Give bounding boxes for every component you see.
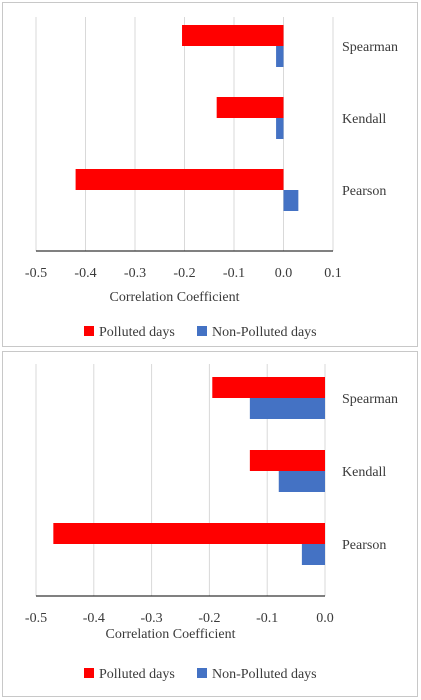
category-label-spearman: Spearman bbox=[342, 40, 398, 55]
category-label-kendall: Kendall bbox=[342, 112, 386, 127]
x-tick-label: 0.0 bbox=[275, 266, 293, 281]
x-tick-label: 0.1 bbox=[324, 266, 342, 281]
x-tick-label: -0.2 bbox=[198, 611, 220, 626]
bottom-chart-panel: -0.5 -0.4 -0.3 -0.2 -0.1 0.0 Pearson Kendall Sp… bbox=[2, 351, 418, 697]
category-label-pearson: Pearson bbox=[342, 184, 386, 199]
x-tick-label: -0.2 bbox=[173, 266, 195, 281]
bar-polluted-kendall bbox=[249, 450, 325, 471]
bar-non-polluted-spearman bbox=[249, 398, 325, 419]
top-chart-panel: -0.5 -0.4 -0.3 -0.2 -0.1 0.0 0.1 Pearson Kendal… bbox=[2, 2, 418, 347]
bar-non-polluted-kendall bbox=[278, 471, 325, 492]
bar-non-polluted-spearman bbox=[276, 46, 284, 67]
legend: Polluted days Non-Polluted days bbox=[84, 667, 317, 682]
bar-non-polluted-pearson bbox=[283, 190, 299, 211]
x-tick-label: -0.4 bbox=[83, 611, 105, 626]
legend-label-non-polluted: Non-Polluted days bbox=[212, 325, 317, 340]
legend-swatch-non-polluted bbox=[197, 326, 207, 336]
x-tick-label: -0.5 bbox=[25, 611, 47, 626]
bottom-chart: -0.5 -0.4 -0.3 -0.2 -0.1 0.0 Pearson Kendall Sp… bbox=[25, 364, 398, 682]
x-tick-label: -0.4 bbox=[74, 266, 96, 281]
bar-non-polluted-pearson bbox=[301, 544, 325, 565]
legend-label-non-polluted: Non-Polluted days bbox=[212, 667, 317, 682]
top-chart: -0.5 -0.4 -0.3 -0.2 -0.1 0.0 0.1 Pearson Kendal… bbox=[25, 17, 398, 340]
bar-polluted-spearman bbox=[212, 377, 325, 398]
x-tick-label: -0.5 bbox=[25, 266, 47, 281]
bar-polluted-pearson bbox=[75, 169, 284, 190]
category-label-kendall: Kendall bbox=[342, 465, 386, 480]
x-tick-label: 0.0 bbox=[316, 611, 334, 626]
legend-label-polluted: Polluted days bbox=[99, 325, 175, 340]
bar-polluted-pearson bbox=[53, 523, 326, 544]
legend-label-polluted: Polluted days bbox=[99, 667, 175, 682]
legend-swatch-non-polluted bbox=[197, 668, 207, 678]
category-label-pearson: Pearson bbox=[342, 538, 386, 553]
x-axis-title: Correlation Coefficient bbox=[106, 627, 236, 642]
x-tick-label: -0.1 bbox=[223, 266, 245, 281]
bar-polluted-spearman bbox=[182, 25, 284, 46]
bar-polluted-kendall bbox=[216, 97, 284, 118]
legend-swatch-polluted bbox=[84, 668, 94, 678]
x-tick-label: -0.3 bbox=[141, 611, 163, 626]
legend-swatch-polluted bbox=[84, 326, 94, 336]
bar-non-polluted-kendall bbox=[276, 118, 284, 139]
x-tick-label: -0.1 bbox=[256, 611, 278, 626]
legend: Polluted days Non-Polluted days bbox=[84, 325, 317, 340]
x-tick-label: -0.3 bbox=[124, 266, 146, 281]
x-axis-title: Correlation Coefficient bbox=[110, 290, 240, 305]
category-label-spearman: Spearman bbox=[342, 392, 398, 407]
